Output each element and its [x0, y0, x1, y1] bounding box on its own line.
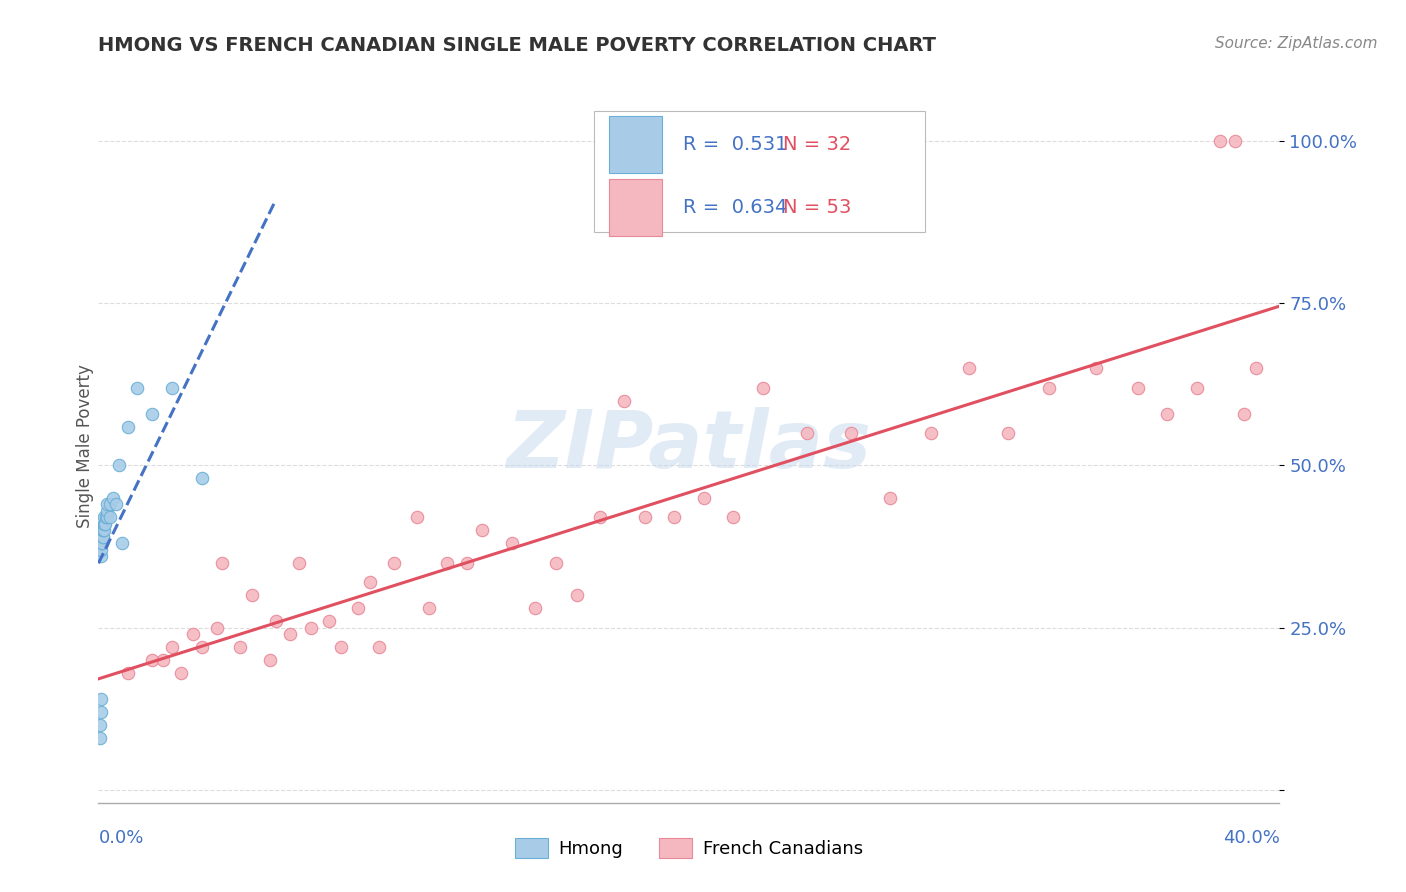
Point — [299, 621, 322, 635]
Point — [1156, 407, 1178, 421]
Point — [91, 530, 114, 544]
Text: R =  0.531: R = 0.531 — [683, 135, 787, 154]
Point — [1126, 381, 1149, 395]
Point — [91, 536, 114, 550]
Point — [879, 491, 901, 505]
Point — [1244, 361, 1267, 376]
Point — [997, 425, 1019, 440]
Point — [191, 471, 214, 485]
Text: ZIPatlas: ZIPatlas — [506, 407, 872, 485]
Point — [170, 666, 193, 681]
Point — [90, 549, 112, 564]
Point — [796, 425, 818, 440]
Point — [93, 516, 115, 531]
Point — [89, 718, 111, 732]
Point — [1209, 134, 1232, 148]
Point — [90, 692, 112, 706]
Point — [191, 640, 214, 654]
Text: Source: ZipAtlas.com: Source: ZipAtlas.com — [1215, 36, 1378, 51]
Point — [240, 588, 263, 602]
Point — [544, 556, 567, 570]
Point — [565, 588, 588, 602]
Point — [288, 556, 311, 570]
Point — [456, 556, 478, 570]
Point — [117, 419, 139, 434]
Point — [211, 556, 233, 570]
Point — [103, 491, 125, 505]
Legend: Hmong, French Canadians: Hmong, French Canadians — [508, 830, 870, 865]
Point — [96, 497, 118, 511]
Point — [329, 640, 352, 654]
Point — [152, 653, 174, 667]
Text: N = 53: N = 53 — [783, 198, 852, 217]
Point — [751, 381, 773, 395]
Point — [162, 381, 183, 395]
Point — [117, 666, 139, 681]
Point — [93, 510, 115, 524]
Point — [693, 491, 716, 505]
FancyBboxPatch shape — [609, 116, 662, 173]
Point — [96, 510, 118, 524]
Point — [90, 542, 112, 557]
Point — [108, 458, 131, 473]
Point — [162, 640, 183, 654]
FancyBboxPatch shape — [595, 111, 925, 232]
Point — [89, 731, 111, 745]
Point — [264, 614, 287, 628]
Point — [181, 627, 204, 641]
Point — [229, 640, 252, 654]
Point — [347, 601, 370, 615]
Point — [721, 510, 744, 524]
Point — [382, 556, 405, 570]
Point — [633, 510, 655, 524]
Point — [111, 536, 134, 550]
Point — [91, 530, 114, 544]
Point — [368, 640, 391, 654]
Point — [664, 510, 686, 524]
Point — [524, 601, 547, 615]
Point — [96, 504, 118, 518]
Point — [94, 510, 117, 524]
Point — [920, 425, 942, 440]
Point — [436, 556, 458, 570]
Text: R =  0.634: R = 0.634 — [683, 198, 787, 217]
FancyBboxPatch shape — [609, 179, 662, 236]
Point — [91, 524, 114, 538]
Point — [1085, 361, 1108, 376]
Point — [93, 524, 115, 538]
Point — [839, 425, 862, 440]
Point — [1185, 381, 1208, 395]
Point — [471, 524, 494, 538]
Point — [141, 653, 163, 667]
Point — [141, 407, 163, 421]
Point — [91, 536, 114, 550]
Text: HMONG VS FRENCH CANADIAN SINGLE MALE POVERTY CORRELATION CHART: HMONG VS FRENCH CANADIAN SINGLE MALE POV… — [98, 36, 936, 54]
Point — [959, 361, 981, 376]
Point — [1223, 134, 1246, 148]
Point — [90, 705, 112, 719]
Text: 40.0%: 40.0% — [1223, 829, 1279, 847]
Point — [359, 575, 381, 590]
Point — [205, 621, 228, 635]
Point — [93, 524, 115, 538]
Point — [93, 516, 115, 531]
Point — [1038, 381, 1060, 395]
Point — [125, 381, 148, 395]
Point — [318, 614, 340, 628]
Point — [98, 510, 121, 524]
Point — [613, 393, 636, 408]
Point — [1233, 407, 1256, 421]
Text: N = 32: N = 32 — [783, 135, 852, 154]
Text: 0.0%: 0.0% — [98, 829, 143, 847]
Point — [98, 497, 121, 511]
Point — [94, 516, 117, 531]
Point — [105, 497, 128, 511]
Point — [406, 510, 429, 524]
Point — [589, 510, 612, 524]
Y-axis label: Single Male Poverty: Single Male Poverty — [76, 364, 94, 528]
Point — [501, 536, 523, 550]
Point — [278, 627, 302, 641]
Point — [418, 601, 440, 615]
Point — [259, 653, 281, 667]
